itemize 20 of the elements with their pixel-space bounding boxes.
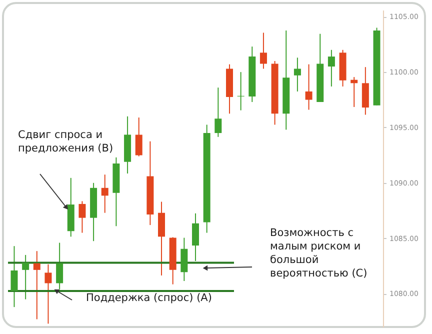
candlestick: [135, 117, 142, 157]
candlestick: [328, 49, 335, 87]
candlestick: [22, 254, 30, 300]
candlestick: [305, 64, 312, 110]
candlestick: [180, 237, 188, 282]
candlestick: [350, 76, 358, 108]
candlestick: [10, 246, 18, 308]
annotation: Возможность с малым риском и большой вероятностью (C): [270, 227, 368, 280]
candlestick: [33, 250, 40, 320]
candlestick: [78, 200, 86, 234]
candlestick: [158, 201, 166, 276]
candlestick: [192, 212, 199, 262]
candlestick: [214, 87, 222, 138]
candlestick: [294, 57, 301, 92]
candlestick: [101, 174, 108, 214]
candlestick: [260, 32, 267, 70]
annotation: Сдвиг спроса и предложения (B): [18, 129, 114, 154]
candlestick: [44, 264, 52, 324]
candlestick: [56, 242, 64, 290]
annotation: Поддержка (спрос) (A): [86, 292, 212, 304]
